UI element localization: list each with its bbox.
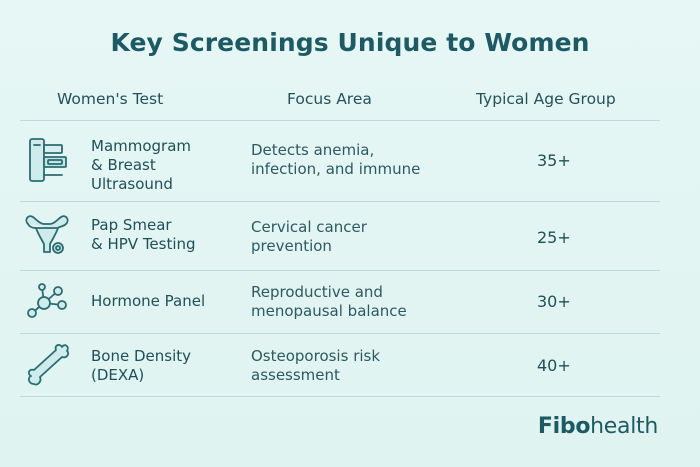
test-name: Mammogram & Breast Ultrasound <box>91 137 192 193</box>
row-divider <box>20 333 660 334</box>
molecule-icon <box>22 277 72 327</box>
table-row: Hormone Panel Reproductive and menopausa… <box>0 271 700 333</box>
test-name: Bone Density (DEXA) <box>91 347 191 384</box>
row-divider <box>20 270 660 271</box>
test-name: Pap Smear & HPV Testing <box>91 216 196 253</box>
column-header-test: Women's Test <box>57 90 164 108</box>
table-row: Bone Density (DEXA) Osteoporosis risk as… <box>0 334 700 396</box>
uterus-icon <box>22 210 72 260</box>
focus-area: Osteoporosis risk assessment <box>251 347 381 384</box>
age-group: 25+ <box>537 228 571 247</box>
page-title: Key Screenings Unique to Women <box>110 28 590 57</box>
test-name: Hormone Panel <box>91 292 206 310</box>
age-group: 35+ <box>537 151 571 170</box>
age-group: 40+ <box>537 356 571 375</box>
focus-area: Reproductive and menopausal balance <box>251 283 407 320</box>
table-row: Mammogram & Breast Ultrasound Detects an… <box>0 121 700 201</box>
bone-icon <box>22 340 72 390</box>
table-header: Women's Test Focus Area Typical Age Grou… <box>0 90 700 114</box>
column-header-focus: Focus Area <box>287 90 372 108</box>
table-row: Pap Smear & HPV Testing Cervical cancer … <box>0 202 700 270</box>
brand-part-2: health <box>590 414 658 439</box>
focus-area: Detects anemia, infection, and immune <box>251 141 421 178</box>
brand-part-1: Fibo <box>537 414 591 439</box>
header-divider <box>20 120 660 121</box>
row-divider <box>20 201 660 202</box>
mammography-machine-icon <box>22 135 72 185</box>
row-divider <box>20 396 660 397</box>
focus-area: Cervical cancer prevention <box>251 218 367 255</box>
column-header-age: Typical Age Group <box>476 90 616 108</box>
brand-logo: Fibohealth <box>538 414 658 439</box>
age-group: 30+ <box>537 292 571 311</box>
